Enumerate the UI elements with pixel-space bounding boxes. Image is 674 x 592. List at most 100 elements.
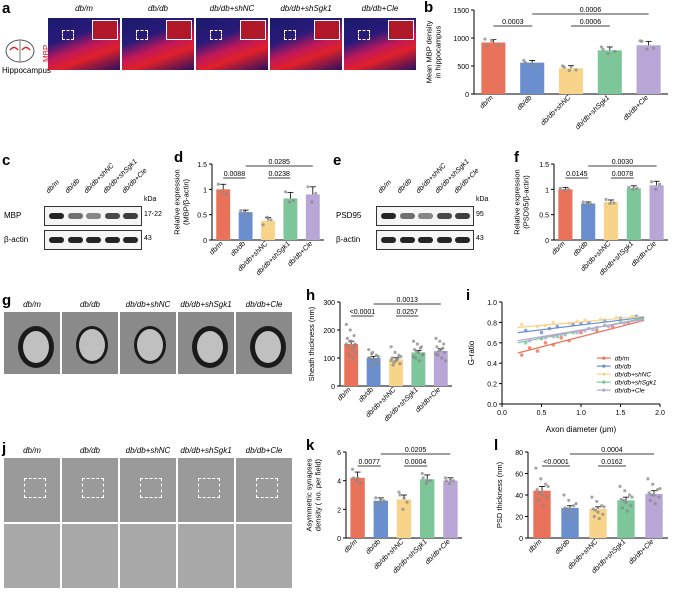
y-tick-label: 80 — [515, 450, 523, 457]
inset-zoom-box — [314, 20, 340, 40]
data-point — [356, 476, 360, 480]
y-tick-label: 0 — [465, 92, 469, 99]
scatter-point — [519, 322, 524, 327]
bar — [597, 50, 622, 94]
data-point — [539, 477, 543, 481]
panel-letter: h — [306, 288, 315, 304]
hippocampus-mbp-image — [196, 18, 268, 70]
bar — [373, 500, 388, 538]
p-value-label: 0.0238 — [268, 171, 290, 178]
data-point — [283, 190, 288, 194]
bar — [238, 212, 253, 240]
fit-line — [517, 316, 645, 334]
data-point — [374, 496, 378, 500]
data-point — [581, 200, 585, 204]
data-point — [372, 357, 377, 361]
data-point — [350, 348, 354, 352]
p-value-label: 0.0088 — [224, 171, 246, 178]
y-tick-label: 4 — [337, 479, 341, 486]
data-point — [595, 499, 599, 504]
data-point — [401, 507, 405, 511]
p-value-label: 0.0205 — [405, 447, 427, 454]
data-point — [389, 345, 393, 349]
bar — [617, 500, 635, 538]
synapse-em-zoom — [4, 524, 60, 588]
y-tick-label: 0.4 — [487, 361, 497, 368]
data-point — [369, 364, 373, 368]
synapse-em-zoom — [236, 524, 292, 588]
protein-band — [418, 213, 433, 219]
data-point — [359, 481, 363, 486]
legend-label: db/db+shNC — [615, 372, 652, 379]
protein-band — [418, 237, 433, 243]
data-point — [306, 185, 310, 189]
protein-band — [86, 237, 101, 243]
blot-row-label: β-actin — [4, 235, 29, 244]
y-axis-label: Asymmetric synapses density ( no. per fie… — [305, 458, 323, 531]
data-point — [378, 500, 382, 504]
synapse-em-overview — [62, 458, 118, 522]
data-point — [346, 345, 350, 349]
y-tick-label: 1.0 — [487, 300, 497, 307]
p-value-label: <0.0001 — [350, 309, 376, 316]
data-point — [534, 466, 538, 470]
inset-zoom-box — [166, 20, 192, 40]
y-tick-label: 0 — [519, 536, 523, 543]
myelin-em-image — [62, 312, 118, 374]
panel-j-letter: j — [2, 440, 7, 457]
data-point — [545, 495, 549, 499]
data-point — [376, 355, 381, 359]
panel-g-letter: g — [2, 292, 12, 309]
p-value-label: 0.0006 — [580, 7, 602, 14]
data-point — [629, 504, 633, 508]
data-point — [347, 353, 351, 357]
data-point — [344, 322, 348, 326]
data-point — [658, 486, 662, 491]
category-label: db/m — [479, 94, 495, 110]
zoom-roi-box — [256, 478, 278, 498]
y-tick-label: 1000 — [453, 36, 469, 43]
data-point — [620, 506, 624, 510]
data-point — [440, 356, 444, 360]
synapse-em-overview — [120, 458, 176, 522]
panel-letter: i — [466, 288, 470, 304]
brain-outline-icon — [5, 39, 35, 63]
data-point — [600, 504, 604, 508]
data-point — [618, 484, 622, 488]
data-point — [621, 498, 626, 502]
data-point — [645, 47, 649, 51]
y-axis-label-line: in hippocampus — [434, 25, 443, 78]
fit-line — [517, 319, 645, 354]
blot-row-label: PSD95 — [336, 211, 362, 220]
scatter-point — [551, 320, 556, 325]
data-point — [574, 502, 578, 506]
y-axis-label: Relative expression (PSD95/β-actin) — [513, 169, 531, 234]
y-tick-label: 0.5 — [539, 213, 549, 220]
p-value-label: 0.0145 — [566, 171, 588, 178]
data-point — [652, 493, 656, 497]
x-tick-label: 0.5 — [537, 410, 547, 417]
blot-strip — [376, 230, 474, 250]
data-point — [417, 359, 421, 363]
data-point — [444, 479, 448, 483]
inset-zoom-box — [92, 20, 118, 40]
data-point — [602, 505, 606, 509]
panel-j-title: db/db+shNC — [125, 446, 171, 455]
data-point — [540, 493, 544, 497]
y-axis-label: PSD thickness (nm) — [495, 461, 504, 528]
bar — [645, 493, 663, 538]
protein-band — [67, 237, 83, 243]
data-point — [373, 360, 378, 364]
myelin-ring — [192, 326, 228, 368]
bar — [626, 188, 641, 240]
panel-a-title: db/m — [75, 4, 93, 13]
bar — [481, 42, 506, 94]
p-value-label: 0.0013 — [396, 297, 418, 304]
zoom-roi-box — [140, 478, 162, 498]
data-point — [261, 223, 265, 227]
legend-label: db/db — [615, 364, 632, 371]
chart-d-mbp-expression: d 0 0.5 1 1.5 Relative expression (MBP/β-actin… — [173, 150, 324, 277]
y-tick-label: 40 — [515, 493, 523, 500]
data-point — [351, 356, 355, 360]
blot-row-label: MBP — [4, 211, 22, 220]
